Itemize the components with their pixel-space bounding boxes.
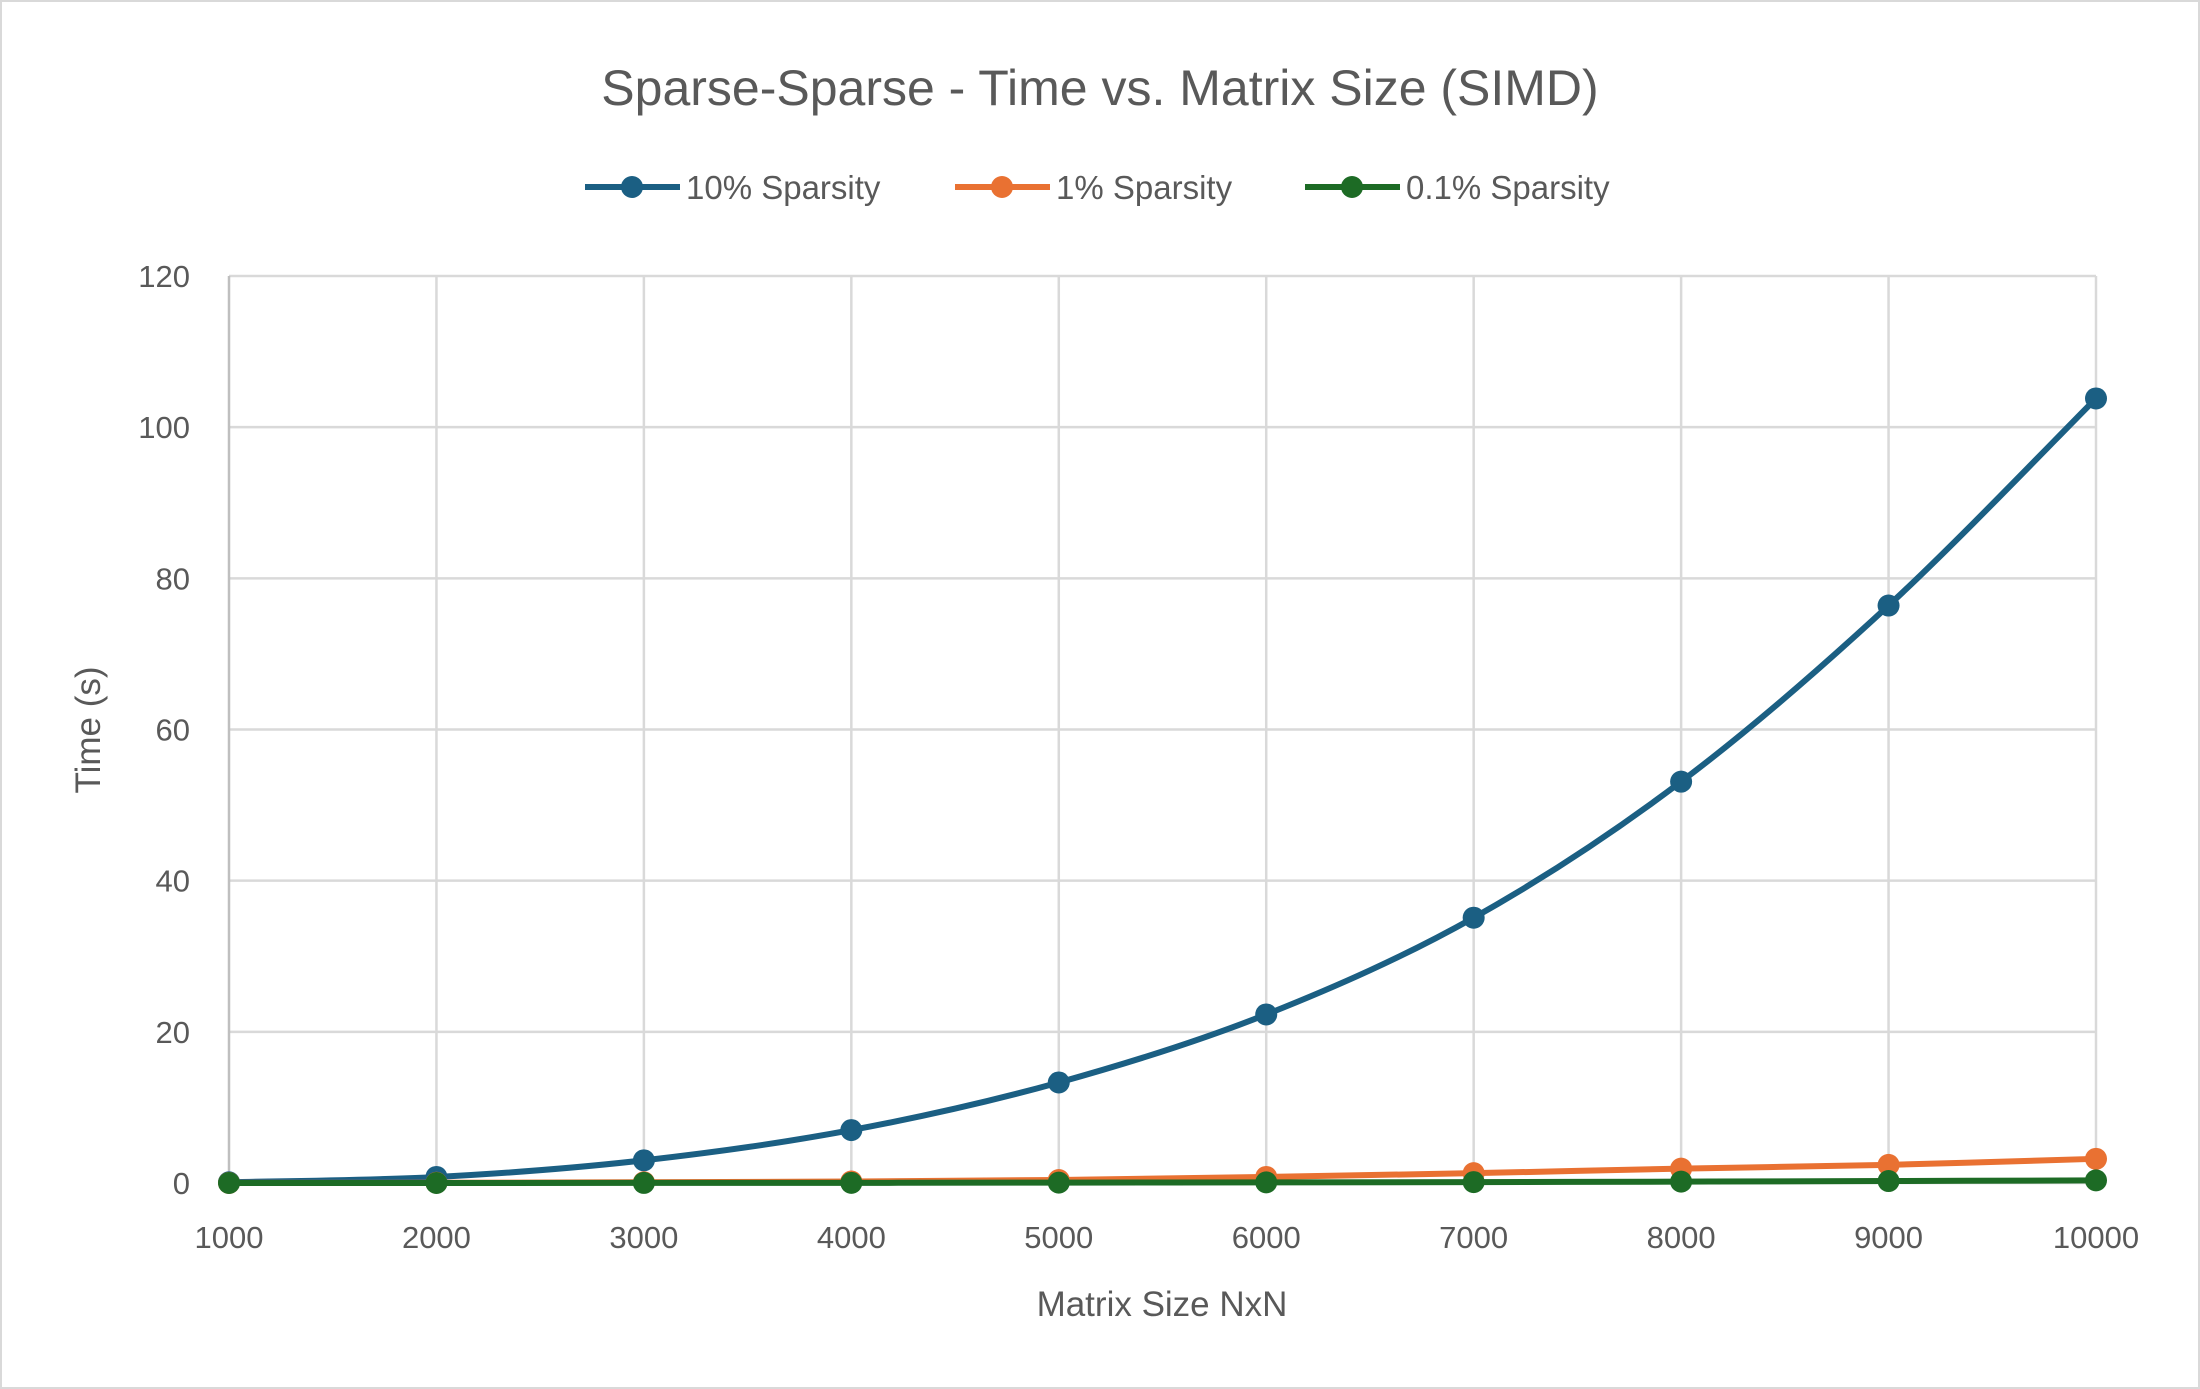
legend-marker-icon bbox=[991, 176, 1013, 198]
data-point bbox=[425, 1172, 448, 1194]
x-tick-label: 10000 bbox=[2053, 1220, 2139, 1255]
legend-marker-icon bbox=[621, 176, 643, 198]
y-tick-label: 100 bbox=[138, 410, 190, 445]
data-point bbox=[1877, 1153, 1900, 1176]
data-point bbox=[1255, 1003, 1278, 1026]
series-group bbox=[218, 387, 2107, 1194]
data-point bbox=[632, 1171, 655, 1194]
legend-label: 0.1% Sparsity bbox=[1406, 169, 1610, 206]
y-tick-label: 0 bbox=[173, 1166, 190, 1201]
data-point bbox=[840, 1119, 863, 1142]
legend-item-1: 1% Sparsity bbox=[955, 169, 1233, 206]
data-point bbox=[840, 1171, 863, 1194]
data-point bbox=[2085, 387, 2107, 410]
data-point bbox=[1877, 594, 1900, 617]
x-tick-label: 8000 bbox=[1647, 1220, 1716, 1255]
y-tick-label: 60 bbox=[156, 713, 190, 748]
x-tick-label: 6000 bbox=[1232, 1220, 1301, 1255]
x-tick-label: 1000 bbox=[195, 1220, 264, 1255]
data-point bbox=[1670, 770, 1693, 793]
data-point bbox=[1670, 1170, 1693, 1193]
y-tick-label: 40 bbox=[156, 864, 190, 899]
legend-item-2: 0.1% Sparsity bbox=[1305, 169, 1610, 206]
legend-label: 10% Sparsity bbox=[686, 169, 881, 206]
data-point bbox=[1462, 1171, 1485, 1194]
chart-title: Sparse-Sparse - Time vs. Matrix Size (SI… bbox=[601, 60, 1598, 116]
legend: 10% Sparsity 1% Sparsity 0.1% Sparsity bbox=[585, 169, 1610, 206]
data-point bbox=[632, 1149, 655, 1172]
data-point bbox=[1047, 1171, 1070, 1194]
data-point bbox=[1255, 1171, 1278, 1194]
x-axis-ticks: 1000 2000 3000 4000 5000 6000 7000 8000 9000 1000… bbox=[195, 1220, 2140, 1255]
data-point bbox=[1047, 1071, 1070, 1094]
y-axis-label: Time (s) bbox=[69, 666, 108, 793]
legend-label: 1% Sparsity bbox=[1056, 169, 1233, 206]
legend-item-0: 10% Sparsity bbox=[585, 169, 881, 206]
x-tick-label: 3000 bbox=[609, 1220, 678, 1255]
y-tick-label: 120 bbox=[138, 259, 190, 294]
x-tick-label: 7000 bbox=[1439, 1220, 1508, 1255]
legend-marker-icon bbox=[1341, 176, 1363, 198]
y-tick-label: 20 bbox=[156, 1015, 190, 1050]
x-axis-label: Matrix Size NxN bbox=[1037, 1285, 1288, 1324]
x-tick-label: 4000 bbox=[817, 1220, 886, 1255]
series-line bbox=[226, 1177, 2099, 1187]
y-axis-ticks: 0 20 40 60 80 100 120 bbox=[138, 259, 190, 1201]
data-point bbox=[2085, 1169, 2107, 1192]
series-2 bbox=[218, 1169, 2107, 1194]
series-line bbox=[226, 395, 2099, 1186]
data-point bbox=[1462, 906, 1485, 929]
x-tick-label: 5000 bbox=[1024, 1220, 1093, 1255]
data-point bbox=[1877, 1170, 1900, 1193]
x-tick-label: 2000 bbox=[402, 1220, 471, 1255]
data-point bbox=[218, 1172, 240, 1194]
data-point bbox=[2085, 1147, 2107, 1170]
x-tick-label: 9000 bbox=[1854, 1220, 1923, 1255]
y-tick-label: 80 bbox=[156, 561, 190, 596]
